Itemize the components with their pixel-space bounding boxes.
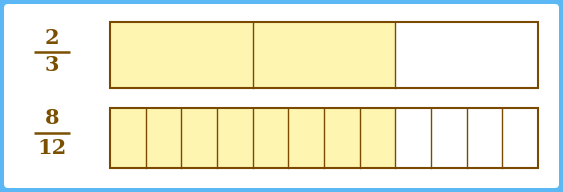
Text: 2: 2 xyxy=(44,28,59,48)
Bar xyxy=(324,108,360,168)
Bar xyxy=(253,108,288,168)
Bar xyxy=(110,22,538,88)
Bar xyxy=(288,108,324,168)
FancyBboxPatch shape xyxy=(4,4,559,188)
Text: 3: 3 xyxy=(44,55,59,75)
Bar xyxy=(467,108,502,168)
Bar xyxy=(360,108,395,168)
Text: 12: 12 xyxy=(37,138,66,158)
Bar xyxy=(395,108,431,168)
Bar xyxy=(217,108,253,168)
Bar xyxy=(110,108,146,168)
Bar xyxy=(110,22,253,88)
Bar xyxy=(146,108,181,168)
Bar xyxy=(253,22,395,88)
Bar xyxy=(395,22,538,88)
Bar xyxy=(431,108,467,168)
Bar xyxy=(502,108,538,168)
Bar xyxy=(181,108,217,168)
Text: 8: 8 xyxy=(44,108,59,128)
Bar xyxy=(110,108,538,168)
